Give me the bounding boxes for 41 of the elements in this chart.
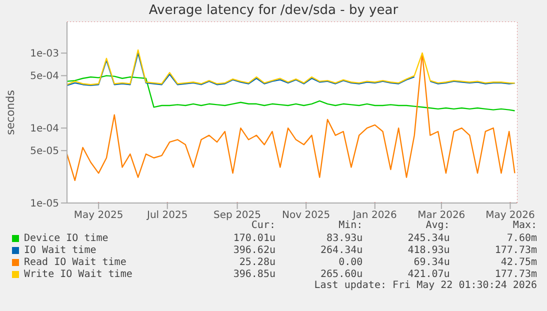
chart-title: Average latency for /dev/sda - by year bbox=[148, 3, 400, 18]
text: Last update: Fri May 22 01:30:24 2026 bbox=[313, 280, 537, 292]
y-tick-label: 1e-03 bbox=[30, 48, 59, 60]
text: 0.00 bbox=[338, 256, 363, 268]
y-tick-label: 5e-05 bbox=[30, 146, 59, 158]
text: 7.60m bbox=[506, 232, 538, 244]
text: Avg: bbox=[424, 220, 450, 232]
text: 177.73m bbox=[494, 268, 538, 280]
text: 25.28u bbox=[238, 256, 276, 268]
x-tick-label: May 2025 bbox=[74, 210, 124, 222]
text: 42.75m bbox=[500, 256, 538, 268]
legend-label: IO Wait time bbox=[24, 244, 96, 256]
x-tick-label: Jan 2026 bbox=[352, 210, 397, 222]
text: 396.85u bbox=[232, 268, 276, 280]
line-series bbox=[67, 52, 516, 182]
line-series bbox=[67, 75, 516, 112]
text: 421.07u bbox=[406, 268, 450, 280]
legend-label: Write IO Wait time bbox=[24, 268, 132, 280]
legend-label: Device IO time bbox=[24, 232, 108, 244]
text: Min: bbox=[338, 220, 363, 232]
text: Max: bbox=[512, 220, 538, 232]
legend-label: Read IO Wait time bbox=[24, 256, 126, 268]
text: Cur: bbox=[250, 220, 276, 232]
text: 170.01u bbox=[232, 232, 276, 244]
y-tick-label: 1e-05 bbox=[30, 198, 59, 210]
text: 83.93u bbox=[326, 232, 363, 244]
text: 69.34u bbox=[412, 256, 450, 268]
text: 418.93u bbox=[406, 244, 450, 256]
x-tick-label: Nov 2025 bbox=[282, 210, 330, 222]
x-tick-label: May 2026 bbox=[486, 210, 535, 222]
y-tick-label: 1e-04 bbox=[30, 124, 59, 135]
y-tick-label: 5e-04 bbox=[30, 71, 59, 82]
x-tick-label: Mar 2026 bbox=[418, 210, 466, 222]
text: 177.73m bbox=[494, 244, 538, 256]
text: 265.60u bbox=[320, 268, 363, 280]
y-axis-title: seconds bbox=[4, 90, 17, 135]
text: 245.34u bbox=[406, 232, 450, 244]
text: 264.34u bbox=[320, 244, 363, 256]
text: 396.62u bbox=[232, 244, 276, 256]
x-tick-label: Sep 2025 bbox=[214, 210, 262, 222]
x-tick-label: Jul 2025 bbox=[146, 210, 188, 222]
